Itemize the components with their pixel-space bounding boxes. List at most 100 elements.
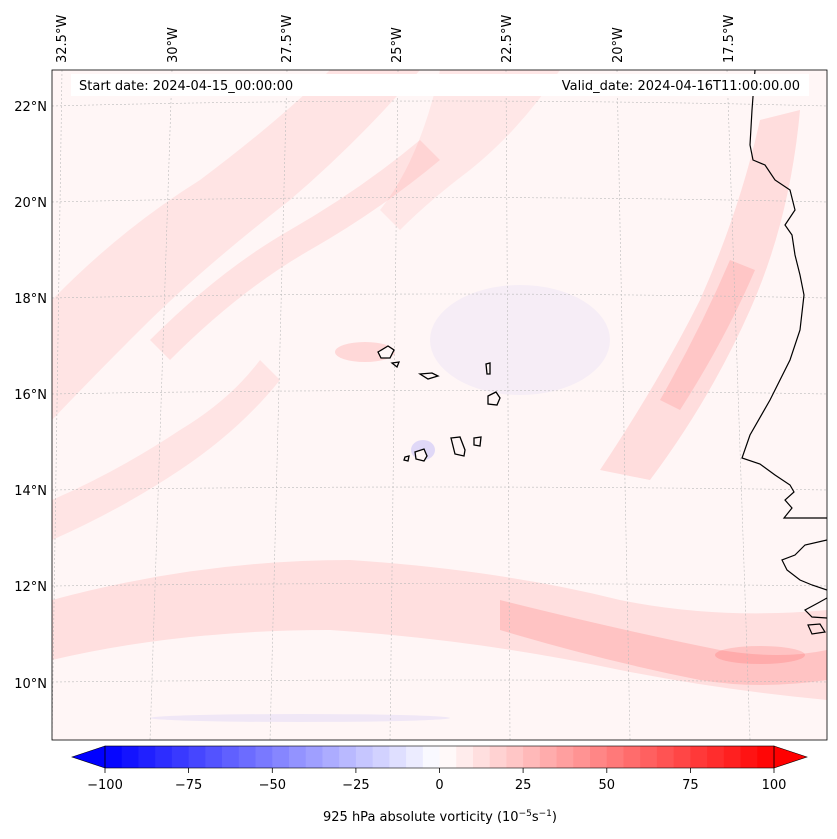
vorticity-band-coast bbox=[600, 110, 800, 480]
negative-vorticity-center bbox=[430, 285, 610, 395]
colorbar-cell bbox=[121, 746, 139, 768]
colorbar-cell bbox=[690, 746, 708, 768]
vorticity-shading bbox=[52, 70, 827, 700]
parallel-16n bbox=[52, 390, 827, 395]
colorbar-cell bbox=[707, 746, 725, 768]
colorbar-cell bbox=[155, 746, 173, 768]
colorbar-arrow-left bbox=[71, 745, 106, 769]
latitude-labels: 22°N 20°N 18°N 16°N 14°N 12°N 10°N bbox=[14, 100, 47, 692]
colorbar-tick-label: 100 bbox=[762, 778, 787, 793]
colorbar-cell bbox=[222, 746, 240, 768]
map-background bbox=[52, 70, 827, 740]
colorbar-cell bbox=[489, 746, 507, 768]
lon-label: 22.5°W bbox=[500, 15, 515, 63]
cape-verde-islands bbox=[377, 345, 501, 462]
colorbar-label: 925 hPa absolute vorticity (10−5s−1) bbox=[323, 809, 557, 825]
island-boa-vista bbox=[487, 391, 501, 406]
map-panel bbox=[52, 70, 827, 740]
colorbar-arrow-right bbox=[773, 745, 808, 769]
lon-label: 30°W bbox=[166, 27, 181, 63]
parallel-10n bbox=[52, 679, 827, 683]
colorbar-cell bbox=[506, 746, 524, 768]
colorbar-cell bbox=[640, 746, 658, 768]
colorbar-cell bbox=[138, 746, 156, 768]
lon-label: 17.5°W bbox=[722, 15, 737, 63]
longitude-labels: 32.5°W 30°W 27.5°W 25°W 22.5°W 20°W 17.5… bbox=[55, 15, 737, 63]
island-maio bbox=[473, 436, 482, 447]
parallel-18n bbox=[52, 293, 827, 299]
lat-label: 20°N bbox=[14, 196, 47, 211]
colorbar-cell bbox=[456, 746, 474, 768]
colorbar-cell bbox=[406, 746, 424, 768]
colorbar-tick-label: −50 bbox=[259, 778, 286, 793]
lon-label: 25°W bbox=[390, 27, 405, 63]
colorbar-tick-label: −100 bbox=[87, 778, 123, 793]
island-sao-vicente bbox=[390, 361, 401, 369]
colorbar-cell bbox=[656, 746, 675, 768]
colorbar-cell bbox=[606, 746, 624, 768]
colorbar-tick-label: 50 bbox=[599, 778, 616, 793]
header-box bbox=[71, 74, 809, 96]
colorbar-tick-label: 75 bbox=[682, 778, 699, 793]
colorbar-cell bbox=[372, 746, 390, 768]
colorbar-label-exp1: −5 bbox=[519, 809, 532, 819]
colorbar-cell bbox=[339, 746, 357, 768]
bissagos-islands bbox=[807, 623, 826, 635]
colorbar-cell bbox=[389, 746, 407, 768]
lon-label: 32.5°W bbox=[55, 15, 70, 63]
lat-label: 22°N bbox=[14, 100, 47, 115]
colorbar-cells bbox=[105, 746, 775, 768]
parallel-22n bbox=[52, 100, 827, 107]
colorbar-cell bbox=[590, 746, 608, 768]
island-santo-antao bbox=[377, 345, 395, 359]
colorbar-cell bbox=[523, 746, 541, 768]
colorbar-cell bbox=[573, 746, 591, 768]
africa-coastline-south bbox=[781, 539, 827, 591]
negative-vorticity-south-band bbox=[150, 714, 450, 722]
colorbar-cell bbox=[305, 746, 323, 768]
colorbar: −100 −75 −50 −25 0 25 50 75 100 925 hPa … bbox=[71, 745, 808, 825]
vorticity-band-north bbox=[380, 70, 560, 230]
vorticity-band-southwest bbox=[52, 360, 280, 540]
coastlines bbox=[741, 70, 827, 635]
colorbar-tick-label: 25 bbox=[515, 778, 532, 793]
island-fogo bbox=[414, 448, 428, 462]
colorbar-cell bbox=[757, 746, 775, 768]
lon-label: 27.5°W bbox=[280, 15, 295, 63]
colorbar-cell bbox=[288, 746, 307, 768]
colorbar-label-mid: s bbox=[532, 810, 539, 825]
colorbar-cell bbox=[188, 746, 206, 768]
lat-label: 10°N bbox=[14, 677, 47, 692]
colorbar-cell bbox=[439, 746, 457, 768]
africa-coastline-guinea bbox=[804, 597, 827, 619]
colorbar-tick-label: −25 bbox=[342, 778, 369, 793]
lon-label: 20°W bbox=[611, 27, 626, 63]
colorbar-tick-label: 0 bbox=[435, 778, 443, 793]
start-date: Start date: 2024-04-15_00:00:00 bbox=[79, 79, 293, 94]
parallel-12n bbox=[52, 583, 827, 587]
africa-coastline bbox=[741, 70, 827, 519]
parallel-14n bbox=[52, 486, 827, 491]
colorbar-cell bbox=[472, 746, 491, 768]
vorticity-max-east bbox=[715, 646, 805, 664]
lat-label: 16°N bbox=[14, 388, 47, 403]
colorbar-cell bbox=[255, 746, 273, 768]
colorbar-cell bbox=[556, 746, 574, 768]
valid-date: Valid_date: 2024-04-16T11:00:00.00 bbox=[562, 79, 800, 94]
colorbar-cell bbox=[171, 746, 190, 768]
island-santiago bbox=[450, 436, 466, 457]
vorticity-band-northwest-inner bbox=[150, 140, 440, 360]
colorbar-label-end: ) bbox=[552, 810, 557, 825]
colorbar-cell bbox=[422, 746, 440, 768]
vorticity-band-south-inner bbox=[500, 600, 827, 685]
colorbar-tick-label: −75 bbox=[175, 778, 202, 793]
colorbar-cell bbox=[740, 746, 758, 768]
lat-label: 14°N bbox=[14, 484, 47, 499]
colorbar-label-text: 925 hPa absolute vorticity (10 bbox=[323, 810, 519, 825]
vorticity-band-coast-inner bbox=[660, 260, 755, 410]
map-frame bbox=[51, 69, 828, 741]
lat-label: 18°N bbox=[14, 292, 47, 307]
colorbar-label-exp2: −1 bbox=[539, 809, 552, 819]
colorbar-cell bbox=[623, 746, 641, 768]
